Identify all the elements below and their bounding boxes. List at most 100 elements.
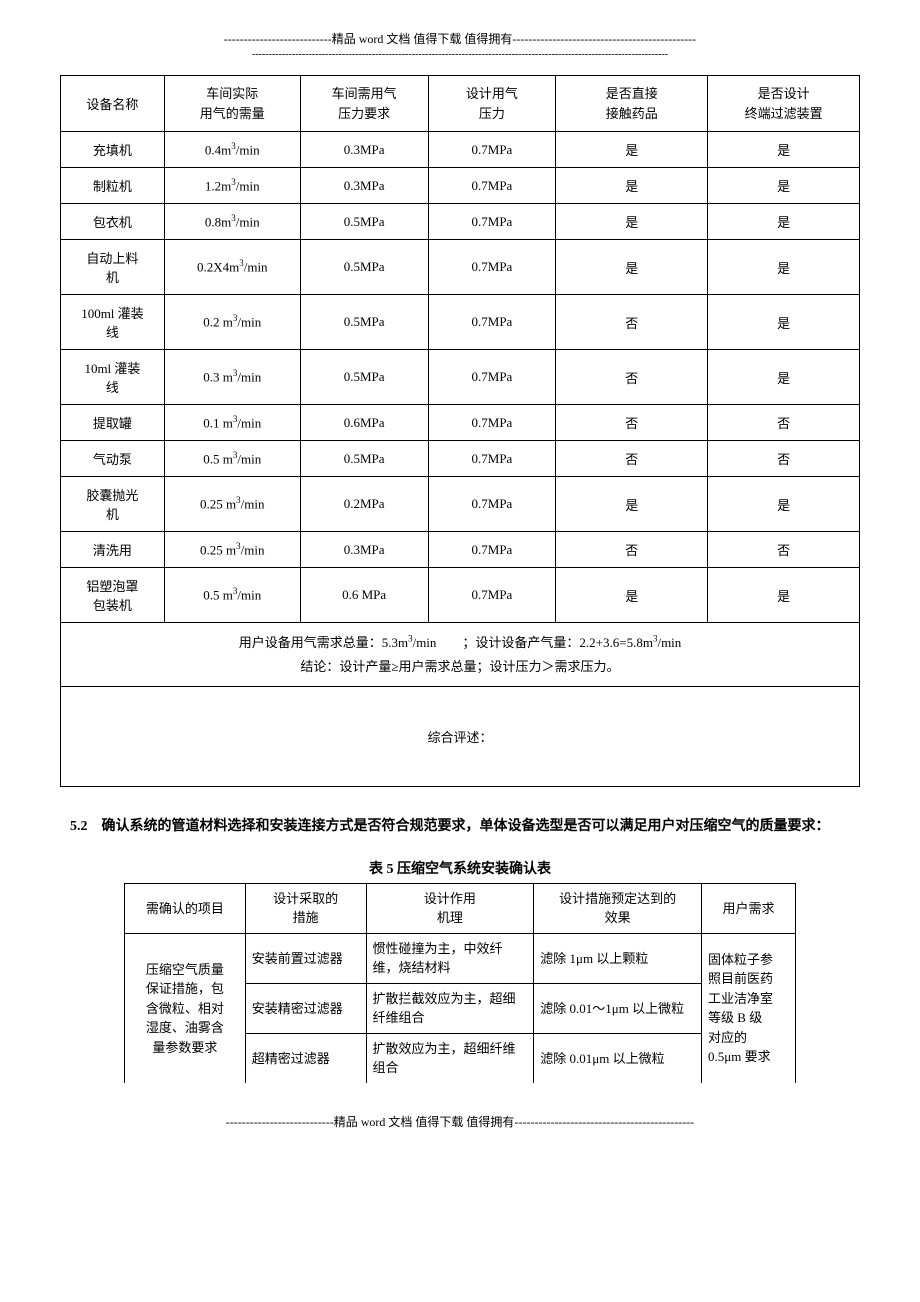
contact-cell: 否: [556, 350, 708, 405]
contact-cell: 否: [556, 295, 708, 350]
mechanism-cell: 扩散拦截效应为主，超细纤维组合: [366, 983, 534, 1033]
table-row: 制粒机1.2m3/min0.3MPa0.7MPa是是: [61, 168, 860, 204]
required-pressure-cell: 0.5MPa: [300, 295, 428, 350]
item-text: 保证措施，包: [146, 981, 224, 996]
design-pressure-cell: 0.7MPa: [428, 405, 556, 441]
effect-cell: 滤除 1μm 以上颗粒: [534, 933, 702, 983]
table-row: 气动泵0.5 m3/min0.5MPa0.7MPa否否: [61, 441, 860, 477]
table-row: 自动上料机0.2X4m3/min0.5MPa0.7MPa是是: [61, 240, 860, 295]
footer-line: ---------------------------精品 word 文档 值得…: [60, 1113, 860, 1130]
summary-cell: 用户设备用气需求总量：5.3m3/min ；设计设备产气量：2.2+3.6=5.…: [61, 623, 860, 687]
equipment-name-cell: 提取罐: [61, 405, 165, 441]
table-row: 充填机0.4m3/min0.3MPa0.7MPa是是: [61, 132, 860, 168]
required-pressure-cell: 0.5MPa: [300, 350, 428, 405]
contact-cell: 是: [556, 168, 708, 204]
demand-cell: 0.5 m3/min: [164, 568, 300, 623]
required-pressure-cell: 0.5MPa: [300, 240, 428, 295]
req-text: 等级 B 级: [708, 1010, 762, 1025]
demand-cell: 0.3 m3/min: [164, 350, 300, 405]
design-pressure-cell: 0.7MPa: [428, 240, 556, 295]
header-text: 机理: [437, 910, 463, 925]
demand-cell: 0.25 m3/min: [164, 477, 300, 532]
mechanism-cell: 扩散效应为主，超细纤维组合: [366, 1033, 534, 1083]
measure-cell: 安装精密过滤器: [245, 983, 366, 1033]
header-actual-demand: 车间实际 用气的需量: [164, 76, 300, 132]
req-text: 固体粒子参: [708, 952, 773, 967]
equipment-name-cell: 自动上料机: [61, 240, 165, 295]
equipment-name-cell: 包衣机: [61, 204, 165, 240]
header-text: 设计作用: [424, 891, 476, 906]
comment-row: 综合评述：: [61, 687, 860, 787]
header-text: 车间实际: [206, 86, 258, 101]
filter-cell: 是: [708, 132, 860, 168]
required-pressure-cell: 0.6 MPa: [300, 568, 428, 623]
item-text: 含微粒、相对: [146, 1001, 224, 1016]
header-design-measure: 设计采取的 措施: [245, 883, 366, 933]
mechanism-cell: 惯性碰撞为主，中效纤维，烧结材料: [366, 933, 534, 983]
table-row: 压缩空气质量 保证措施，包 含微粒、相对 湿度、油雾含 量参数要求 安装前置过滤…: [125, 933, 796, 983]
contact-cell: 是: [556, 477, 708, 532]
filter-cell: 是: [708, 568, 860, 623]
user-req-cell: 固体粒子参 照目前医药 工业洁净室 等级 B 级 对应的 0.5μm 要求: [702, 933, 796, 1083]
table-row: 清洗用0.25 m3/min0.3MPa0.7MPa否否: [61, 532, 860, 568]
header-text: 是否直接: [606, 86, 658, 101]
header-confirm-item: 需确认的项目: [125, 883, 246, 933]
design-pressure-cell: 0.7MPa: [428, 568, 556, 623]
req-text: 对应的: [708, 1030, 747, 1045]
required-pressure-cell: 0.6MPa: [300, 405, 428, 441]
header-text: 是否设计: [758, 86, 810, 101]
filter-cell: 是: [708, 204, 860, 240]
demand-cell: 0.8m3/min: [164, 204, 300, 240]
header-text: 车间需用气: [332, 86, 397, 101]
equipment-name-cell: 制粒机: [61, 168, 165, 204]
measure-cell: 安装前置过滤器: [245, 933, 366, 983]
header-text: 设计采取的: [273, 891, 338, 906]
table-header-row: 设备名称 车间实际 用气的需量 车间需用气 压力要求 设计用气 压力 是否直接 …: [61, 76, 860, 132]
header-required-pressure: 车间需用气 压力要求: [300, 76, 428, 132]
equipment-name-cell: 铝塑泡罩包装机: [61, 568, 165, 623]
table-row: 10ml 灌装线0.3 m3/min0.5MPa0.7MPa否是: [61, 350, 860, 405]
header-line-1: ---------------------------精品 word 文档 值得…: [60, 30, 860, 47]
header-text: 措施: [293, 910, 319, 925]
summary-row: 用户设备用气需求总量：5.3m3/min ；设计设备产气量：2.2+3.6=5.…: [61, 623, 860, 687]
measure-cell: 超精密过滤器: [245, 1033, 366, 1083]
table-5-caption: 表 5 压缩空气系统安装确认表: [60, 858, 860, 878]
design-pressure-cell: 0.7MPa: [428, 441, 556, 477]
contact-cell: 是: [556, 240, 708, 295]
equipment-name-cell: 胶囊抛光机: [61, 477, 165, 532]
contact-cell: 是: [556, 132, 708, 168]
header-user-requirement: 用户需求: [702, 883, 796, 933]
contact-cell: 否: [556, 532, 708, 568]
header-mechanism: 设计作用 机理: [366, 883, 534, 933]
contact-cell: 是: [556, 568, 708, 623]
filter-cell: 否: [708, 405, 860, 441]
header-text: 设计措施预定达到的: [559, 891, 676, 906]
required-pressure-cell: 0.3MPa: [300, 132, 428, 168]
effect-cell: 滤除 0.01μm 以上微粒: [534, 1033, 702, 1083]
required-pressure-cell: 0.5MPa: [300, 204, 428, 240]
item-text: 压缩空气质量: [146, 962, 224, 977]
filter-cell: 是: [708, 168, 860, 204]
req-text: 0.5μm 要求: [708, 1049, 771, 1064]
equipment-table: 设备名称 车间实际 用气的需量 车间需用气 压力要求 设计用气 压力 是否直接 …: [60, 75, 860, 787]
equipment-name-cell: 100ml 灌装线: [61, 295, 165, 350]
confirm-item-cell: 压缩空气质量 保证措施，包 含微粒、相对 湿度、油雾含 量参数要求: [125, 933, 246, 1083]
contact-cell: 否: [556, 441, 708, 477]
summary-line-1: 用户设备用气需求总量：5.3m3/min ；设计设备产气量：2.2+3.6=5.…: [239, 635, 682, 650]
item-text: 湿度、油雾含: [146, 1020, 224, 1035]
demand-cell: 1.2m3/min: [164, 168, 300, 204]
required-pressure-cell: 0.5MPa: [300, 441, 428, 477]
table-row: 提取罐0.1 m3/min0.6MPa0.7MPa否否: [61, 405, 860, 441]
demand-cell: 0.4m3/min: [164, 132, 300, 168]
equipment-name-cell: 清洗用: [61, 532, 165, 568]
header-text: 效果: [605, 910, 631, 925]
demand-cell: 0.1 m3/min: [164, 405, 300, 441]
item-text: 量参数要求: [152, 1040, 217, 1055]
section-5-2-heading: 5.2 确认系统的管道材料选择和安装连接方式是否符合规范要求，单体设备选型是否可…: [60, 812, 860, 843]
header-text: 终端过滤装置: [745, 106, 823, 121]
filter-cell: 否: [708, 532, 860, 568]
header-effect: 设计措施预定达到的 效果: [534, 883, 702, 933]
install-confirm-table: 需确认的项目 设计采取的 措施 设计作用 机理 设计措施预定达到的 效果 用户需…: [124, 883, 796, 1083]
design-pressure-cell: 0.7MPa: [428, 168, 556, 204]
header-text: 压力要求: [338, 106, 390, 121]
